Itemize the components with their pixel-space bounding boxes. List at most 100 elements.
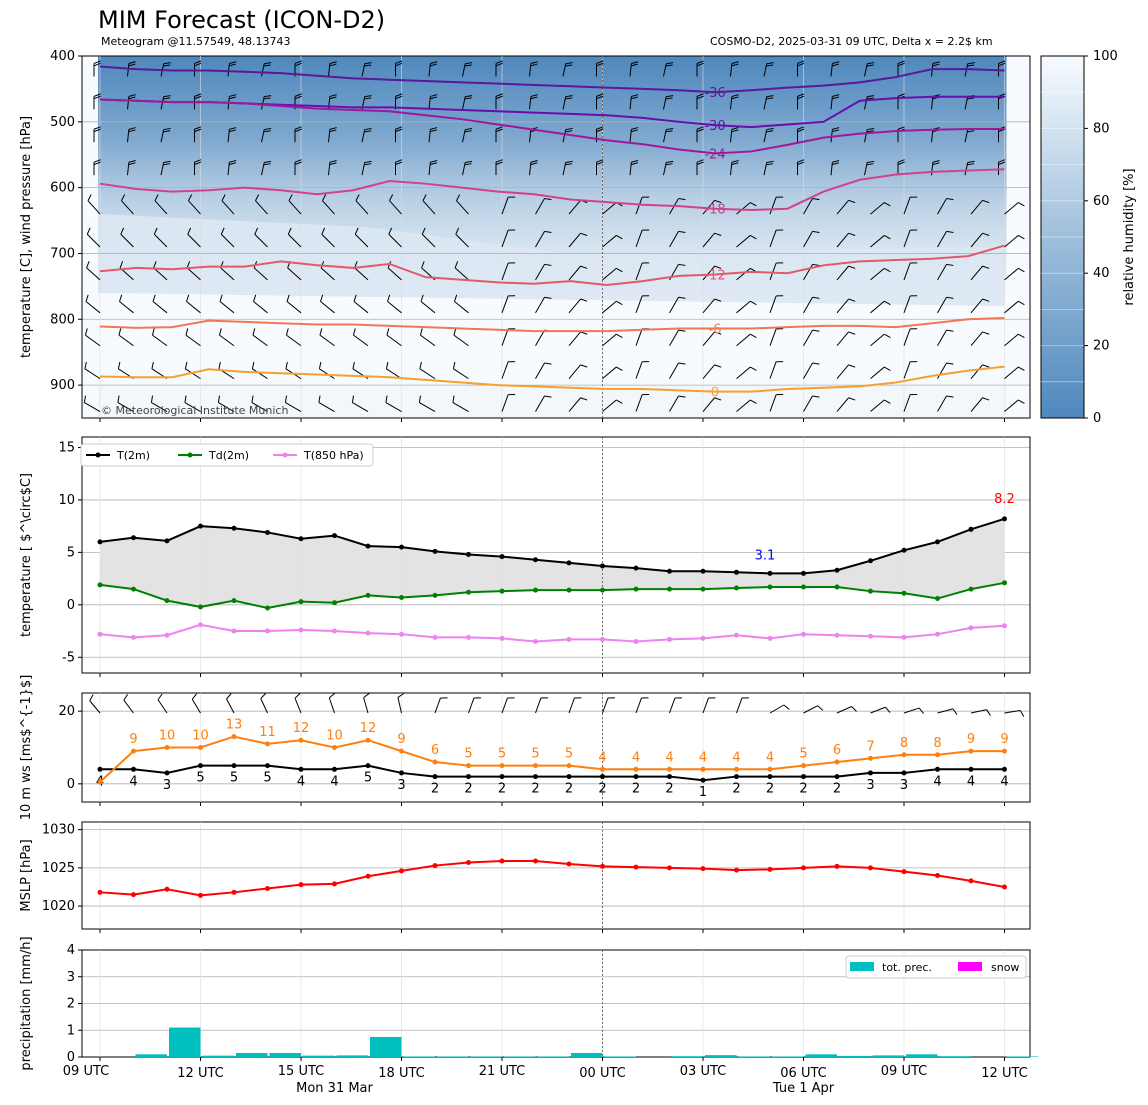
- wind-barb-feather: [544, 362, 552, 365]
- wind-barb-feather: [897, 60, 905, 64]
- wind-barb-feather: [832, 61, 840, 65]
- wind-barb: [501, 295, 509, 313]
- series-point: [432, 634, 438, 640]
- wind-barb-feather: [84, 361, 87, 369]
- series-point: [834, 584, 840, 590]
- wind-barb: [535, 362, 545, 379]
- wind-point: [667, 766, 672, 772]
- wind-barb: [635, 197, 643, 215]
- wind-barb-feather: [678, 230, 686, 234]
- wind-barb: [385, 402, 402, 412]
- surface-wind-barb-feather: [986, 709, 991, 716]
- wind-barb: [702, 331, 715, 347]
- wind-barb-feather: [666, 160, 674, 163]
- series-point: [533, 639, 538, 645]
- wind-barb-feather: [867, 160, 875, 163]
- legend-box: [80, 443, 374, 467]
- series-point: [566, 560, 572, 566]
- wind-barb-feather: [982, 298, 990, 302]
- wind-barb-feather: [465, 127, 473, 131]
- wind-barb-feather: [884, 202, 891, 207]
- wind-point: [700, 766, 706, 772]
- wind-barb: [321, 233, 335, 248]
- wind-barb: [836, 265, 849, 281]
- wind-barb-feather: [218, 328, 222, 336]
- wind-barb-feather: [254, 227, 259, 235]
- wind-barb-feather: [364, 62, 372, 65]
- wind-barb-feather: [580, 364, 588, 368]
- wind-barb-feather: [750, 234, 757, 240]
- mslp-point: [231, 889, 237, 895]
- surface-wind-barb-feather: [123, 694, 129, 701]
- wind-barb-feather: [228, 63, 237, 67]
- wind-barb-feather: [364, 127, 372, 131]
- wind-barb-feather: [967, 163, 975, 166]
- wind-barb-feather: [495, 161, 503, 165]
- x-tick-label: 15 UTC: [278, 1064, 324, 1079]
- precip-bar: [202, 1055, 234, 1057]
- colorbar-tick-label: 40: [1093, 266, 1110, 281]
- wind-barb-feather: [731, 129, 739, 133]
- wind-barb-feather: [163, 163, 171, 166]
- wind-barb: [352, 402, 369, 412]
- wind-barb: [736, 235, 751, 248]
- wind-barb-feather: [897, 126, 905, 130]
- wind-barb: [937, 362, 947, 379]
- wind-barb-feather: [616, 234, 623, 240]
- precip-bar: [437, 1056, 469, 1057]
- surface-wind-barb-feather: [328, 693, 335, 699]
- wind-barb: [736, 399, 751, 412]
- wind-barb-feather: [946, 198, 954, 201]
- wind-point: [968, 748, 974, 754]
- wind-barb-feather: [121, 194, 126, 201]
- wind-barb-feather: [319, 328, 323, 336]
- mslp-ytick-label: 1025: [42, 861, 75, 876]
- series-point: [1002, 623, 1007, 629]
- wind-barb: [769, 229, 777, 248]
- series-point: [700, 635, 706, 641]
- wind-barb-feather: [322, 194, 327, 201]
- wind-barb-feather: [284, 395, 288, 403]
- wind-barb-feather: [93, 161, 101, 165]
- wind-barb: [386, 334, 402, 347]
- wind-barb-feather: [385, 395, 388, 403]
- wind-barb-feather: [194, 128, 202, 133]
- wind-barb-feather: [364, 160, 372, 163]
- wind-barb: [568, 199, 581, 215]
- series-point: [533, 557, 538, 563]
- x-tick-label: 18 UTC: [378, 1066, 424, 1081]
- wind-data-label: 5: [531, 747, 539, 762]
- precip-bar: [403, 1056, 435, 1057]
- series-point: [566, 636, 572, 642]
- wind-barb-feather: [163, 127, 171, 131]
- surface-wind-barb-feather: [885, 706, 891, 713]
- mslp-point: [667, 865, 672, 871]
- wind-barb-feather: [495, 95, 503, 100]
- wind-barb-feather: [353, 294, 357, 302]
- wind-barb-feather: [630, 129, 639, 133]
- surface-wind-barb: [970, 709, 987, 714]
- wind-barb-feather: [188, 194, 193, 201]
- wind-barb-feather: [218, 361, 221, 369]
- watermark: © Meteorological Institute Munich: [101, 404, 288, 417]
- wind-barb-feather: [221, 194, 226, 201]
- mslp-point: [767, 866, 773, 872]
- wind-barb-feather: [455, 227, 460, 235]
- wind-point: [767, 766, 773, 772]
- wind-barb: [568, 364, 581, 379]
- wind-barb-feather: [731, 159, 739, 163]
- series-point: [131, 586, 136, 592]
- wind-barb-feather: [420, 294, 424, 302]
- wind-point: [265, 763, 270, 769]
- wind-barb-feather: [395, 95, 403, 100]
- wind-barb: [454, 267, 469, 281]
- wind-data-label: 4: [732, 750, 740, 765]
- series-point: [231, 598, 237, 604]
- mslp-point: [968, 878, 974, 884]
- wind-barb: [221, 200, 235, 215]
- wind-barb-feather: [418, 395, 422, 403]
- isotherm-line: [99, 365, 1005, 393]
- wind-data-label: 13: [226, 718, 243, 733]
- wind-barb-feather: [430, 94, 438, 97]
- wind-barb: [188, 200, 201, 215]
